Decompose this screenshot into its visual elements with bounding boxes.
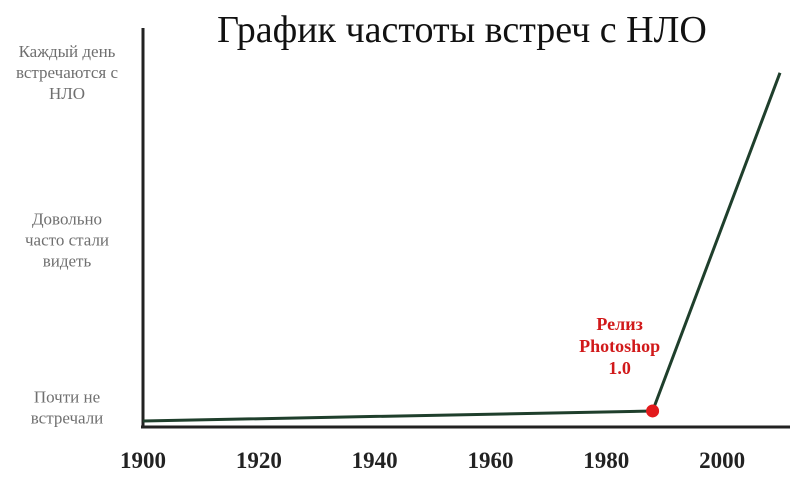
y-tick-label-line: встречали bbox=[31, 409, 104, 428]
y-tick-label-line: часто стали bbox=[25, 231, 109, 250]
photoshop-release-marker bbox=[646, 404, 660, 418]
photoshop-release-label-line: 1.0 bbox=[608, 358, 631, 378]
x-tick-label: 2000 bbox=[699, 448, 745, 473]
y-tick-label: Почти не встречали bbox=[31, 388, 104, 428]
chart-title: График частоты встреч с НЛО bbox=[217, 9, 707, 51]
ufo-frequency-line bbox=[142, 72, 782, 423]
y-tick-label-line: встречаются с bbox=[16, 63, 119, 82]
y-tick-label-line: Каждый день bbox=[19, 42, 116, 61]
photoshop-release-label-line: Релиз bbox=[596, 314, 642, 334]
x-tick-label: 1960 bbox=[467, 448, 513, 473]
y-tick-label: Довольно часто стали видеть bbox=[25, 210, 109, 271]
y-tick-label: Каждый день встречаются с НЛО bbox=[16, 42, 119, 103]
photoshop-release-label: Релиз Photoshop 1.0 bbox=[579, 314, 660, 378]
series-layer bbox=[142, 72, 782, 423]
y-tick-label-line: Довольно bbox=[32, 210, 102, 229]
photoshop-release-label-line: Photoshop bbox=[579, 336, 660, 356]
x-tick-label: 1920 bbox=[236, 448, 282, 473]
y-tick-label-line: НЛО bbox=[49, 84, 85, 103]
x-tick-label: 1940 bbox=[352, 448, 398, 473]
annotation-layer: Релиз Photoshop 1.0 bbox=[579, 314, 660, 418]
y-tick-label-line: Почти не bbox=[34, 388, 100, 407]
x-tick-labels: 1900 1920 1940 1960 1980 2000 bbox=[120, 448, 745, 473]
x-tick-label: 1900 bbox=[120, 448, 166, 473]
y-tick-labels: Почти не встречали Довольно часто стали виде… bbox=[16, 42, 119, 427]
x-tick-label: 1980 bbox=[583, 448, 629, 473]
y-tick-label-line: видеть bbox=[43, 252, 92, 271]
